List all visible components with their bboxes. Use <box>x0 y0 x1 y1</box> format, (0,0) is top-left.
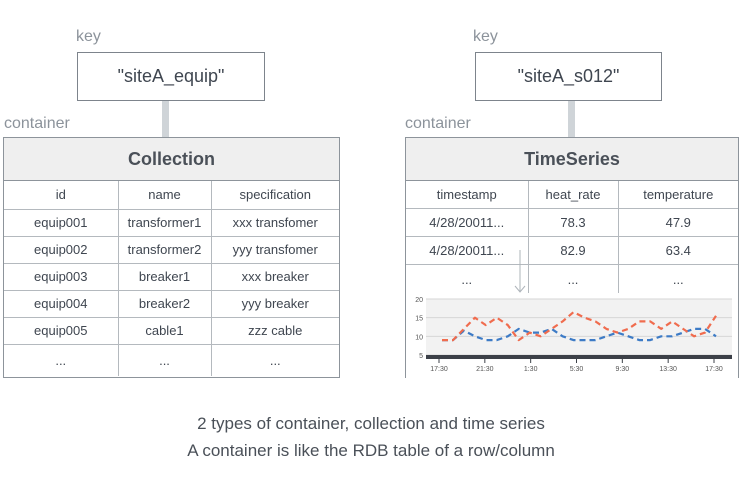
chart-plot-area <box>426 299 732 355</box>
column-header: heat_rate <box>528 181 619 209</box>
table-cell: 4/28/20011... <box>406 208 529 237</box>
table-row: ... ... ... <box>406 264 738 294</box>
key-connector-right <box>568 101 575 138</box>
series-line-orange <box>442 311 717 342</box>
timeseries-header-row: timestamp heat_rate temperature <box>406 181 738 209</box>
table-row: 4/28/20011... 78.3 47.9 <box>406 208 738 237</box>
x-tick-label: 5:30 <box>570 366 584 373</box>
table-cell: equip005 <box>4 317 119 345</box>
key-box-siteA-equip: "siteA_equip" <box>77 52 265 101</box>
table-cell: equip001 <box>4 209 119 237</box>
timeseries-container: TimeSeries timestamp heat_rate temperatu… <box>405 137 739 378</box>
table-row: equip005 cable1 zzz cable <box>4 317 339 345</box>
table-cell: cable1 <box>118 317 212 345</box>
table-cell: 82.9 <box>528 236 619 265</box>
table-cell: transformer2 <box>118 236 212 264</box>
timeseries-table: timestamp heat_rate temperature 4/28/200… <box>406 181 738 294</box>
y-tick-label: 20 <box>415 297 423 304</box>
table-cell: ... <box>672 271 684 287</box>
table-cell: ... <box>118 344 212 376</box>
container-label-right: container <box>405 115 471 132</box>
table-cell: equip002 <box>4 236 119 264</box>
collection-table: id name specification equip001 transform… <box>4 181 339 376</box>
table-cell: yyy transfomer <box>211 236 339 264</box>
table-cell: 78.3 <box>528 208 619 237</box>
x-tick-label: 9:30 <box>616 366 630 373</box>
key-label-left: key <box>76 28 101 45</box>
chart-x-axis <box>426 355 732 359</box>
x-tick-label: 17:30 <box>705 366 723 373</box>
caption-line-1: 2 types of container, collection and tim… <box>197 414 545 433</box>
table-cell: ... <box>406 264 529 294</box>
column-header: id <box>4 181 119 210</box>
table-cell: 63.4 <box>618 236 738 265</box>
table-cell: equip003 <box>4 263 119 291</box>
column-header: timestamp <box>406 181 529 209</box>
table-cell: ... <box>528 264 619 294</box>
table-cell: zzz cable <box>211 317 339 345</box>
y-tick-label: 5 <box>419 353 423 360</box>
key-label-right: key <box>473 28 498 45</box>
column-header: temperature <box>618 181 738 209</box>
collection-container: Collection id name specification equip00… <box>3 137 340 378</box>
container-label-left: container <box>4 115 70 132</box>
column-header: specification <box>211 181 339 210</box>
table-cell: breaker2 <box>118 290 212 318</box>
key-connector-left <box>162 101 169 138</box>
x-tick-label: 21:30 <box>476 366 494 373</box>
down-arrow-icon <box>514 250 526 293</box>
table-cell: equip004 <box>4 290 119 318</box>
table-row: equip003 breaker1 xxx breaker <box>4 263 339 291</box>
table-row: 4/28/20011... 82.9 63.4 <box>406 236 738 265</box>
table-cell: breaker1 <box>118 263 212 291</box>
key-box-siteA-s012: "siteA_s012" <box>475 52 662 101</box>
table-row: equip001 transformer1 xxx transfomer <box>4 209 339 237</box>
table-cell: 4/28/20011... <box>406 236 529 265</box>
table-row: equip004 breaker2 yyy breaker <box>4 290 339 318</box>
table-cell: xxx transfomer <box>211 209 339 237</box>
table-row: ... ... ... <box>4 344 339 376</box>
x-tick-label: 13:30 <box>659 366 677 373</box>
column-header: name <box>118 181 212 210</box>
table-row: equip002 transformer2 yyy transfomer <box>4 236 339 264</box>
x-tick-label: 1:30 <box>524 366 538 373</box>
series-line-blue <box>442 327 717 342</box>
caption-line-2: A container is like the RDB table of a r… <box>187 441 555 460</box>
table-cell: xxx breaker <box>211 263 339 291</box>
table-cell: transformer1 <box>118 209 212 237</box>
table-cell: ... <box>4 344 119 376</box>
y-tick-label: 10 <box>415 334 423 341</box>
timeseries-chart: 5 10 15 20 17:30 21:30 1:30 5:30 9:30 13:30 17:30 <box>406 293 738 378</box>
collection-title: Collection <box>4 138 339 181</box>
table-cell: 47.9 <box>618 208 738 237</box>
table-cell: yyy breaker <box>211 290 339 318</box>
x-tick-label: 17:30 <box>430 366 448 373</box>
y-tick-label: 15 <box>415 316 423 323</box>
table-cell: ... <box>269 352 281 368</box>
collection-header-row: id name specification <box>4 181 339 210</box>
timeseries-title: TimeSeries <box>406 138 738 181</box>
